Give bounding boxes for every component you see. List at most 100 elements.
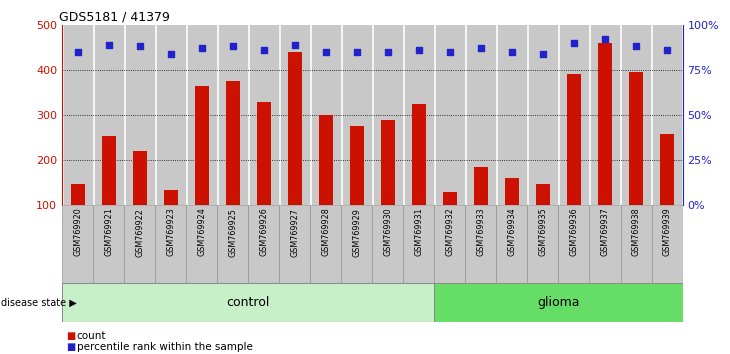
Point — [537, 51, 549, 57]
Bar — [226, 81, 239, 251]
Bar — [436, 25, 464, 205]
Text: GSM769933: GSM769933 — [477, 208, 485, 256]
Bar — [164, 189, 177, 251]
Bar — [652, 205, 683, 283]
Bar — [590, 205, 620, 283]
Bar — [101, 136, 115, 251]
Bar — [653, 25, 681, 205]
Bar — [342, 205, 372, 283]
Bar — [474, 167, 488, 251]
Text: count: count — [77, 331, 106, 341]
Point — [382, 49, 393, 55]
Bar — [288, 52, 301, 251]
Point — [506, 49, 518, 55]
Bar — [567, 74, 581, 251]
Point — [134, 44, 145, 49]
Text: GSM769925: GSM769925 — [228, 208, 237, 257]
Bar — [64, 25, 91, 205]
Bar — [218, 205, 248, 283]
Bar — [536, 184, 550, 251]
Text: GSM769927: GSM769927 — [291, 208, 299, 257]
Text: GDS5181 / 41379: GDS5181 / 41379 — [59, 11, 170, 24]
Bar — [404, 205, 434, 283]
Point — [568, 40, 580, 46]
Bar — [466, 205, 496, 283]
Point — [165, 51, 177, 57]
Text: GSM769929: GSM769929 — [353, 208, 361, 257]
Bar — [529, 25, 557, 205]
Text: GSM769932: GSM769932 — [445, 208, 454, 256]
Bar — [319, 115, 333, 251]
Text: GSM769934: GSM769934 — [507, 208, 516, 256]
Text: GSM769922: GSM769922 — [135, 208, 144, 257]
Text: GSM769928: GSM769928 — [321, 208, 330, 256]
Text: ■: ■ — [66, 331, 75, 341]
Text: GSM769939: GSM769939 — [663, 208, 672, 256]
Text: GSM769938: GSM769938 — [631, 208, 640, 256]
Point — [475, 45, 487, 51]
Bar — [660, 134, 674, 251]
Bar — [312, 25, 339, 205]
Point — [196, 45, 207, 51]
Bar — [133, 151, 147, 251]
Bar — [620, 205, 652, 283]
Bar — [372, 205, 404, 283]
Bar — [381, 120, 395, 251]
Bar — [622, 25, 650, 205]
Bar — [558, 205, 590, 283]
Text: GSM769931: GSM769931 — [415, 208, 423, 256]
Bar — [496, 205, 528, 283]
Bar — [248, 205, 279, 283]
Bar — [62, 283, 434, 322]
Text: GSM769935: GSM769935 — [539, 208, 548, 256]
Bar — [188, 25, 215, 205]
Bar — [405, 25, 433, 205]
Bar — [195, 86, 209, 251]
Bar — [155, 205, 186, 283]
Text: ■: ■ — [66, 342, 75, 352]
Text: percentile rank within the sample: percentile rank within the sample — [77, 342, 253, 352]
Bar — [505, 178, 519, 251]
Bar — [186, 205, 218, 283]
Bar — [560, 25, 588, 205]
Bar — [250, 25, 277, 205]
Bar — [350, 126, 364, 251]
Point — [599, 36, 611, 42]
Bar — [279, 205, 310, 283]
Text: GSM769926: GSM769926 — [259, 208, 268, 256]
Bar — [310, 205, 342, 283]
Text: GSM769930: GSM769930 — [383, 208, 392, 256]
Bar — [62, 205, 93, 283]
Point — [351, 49, 363, 55]
Bar — [434, 205, 466, 283]
Point — [413, 47, 425, 53]
Point — [661, 47, 673, 53]
Bar — [126, 25, 153, 205]
Bar — [598, 43, 612, 251]
Text: GSM769924: GSM769924 — [197, 208, 206, 256]
Bar — [528, 205, 558, 283]
Bar — [93, 205, 124, 283]
Text: GSM769936: GSM769936 — [569, 208, 578, 256]
Bar — [95, 25, 123, 205]
Text: disease state ▶: disease state ▶ — [1, 298, 77, 308]
Bar — [71, 184, 85, 251]
Point — [630, 44, 642, 49]
Text: GSM769920: GSM769920 — [73, 208, 82, 256]
Bar — [443, 192, 457, 251]
Bar — [219, 25, 247, 205]
Point — [320, 49, 331, 55]
Point — [289, 42, 301, 47]
Point — [444, 49, 456, 55]
Bar — [343, 25, 371, 205]
Text: control: control — [226, 296, 270, 309]
Text: GSM769937: GSM769937 — [601, 208, 610, 256]
Point — [103, 42, 115, 47]
Bar — [281, 25, 309, 205]
Bar — [374, 25, 402, 205]
Bar — [157, 25, 185, 205]
Bar — [591, 25, 619, 205]
Bar — [498, 25, 526, 205]
Bar — [434, 283, 683, 322]
Bar — [124, 205, 155, 283]
